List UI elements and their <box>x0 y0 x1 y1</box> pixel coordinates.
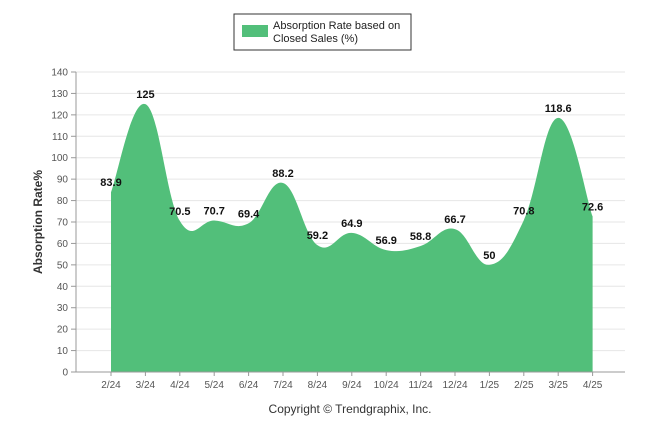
y-tick-label: 110 <box>52 132 68 143</box>
data-label: 125 <box>136 89 154 101</box>
y-tick-label: 90 <box>57 175 69 186</box>
x-tick-label: 1/25 <box>480 380 500 391</box>
y-tick-label: 120 <box>51 110 68 121</box>
legend-label-line-2: Closed Sales (%) <box>273 33 358 45</box>
data-labels: 83.9 125 70.5 70.7 69.4 88.2 59.2 64.9 56.9 58.8 6… <box>100 89 603 262</box>
x-tick-label: 10/24 <box>374 380 399 391</box>
x-tick-label: 4/24 <box>170 380 190 391</box>
y-tick-label: 80 <box>57 196 69 207</box>
series-area <box>111 103 593 373</box>
legend-swatch <box>242 25 268 37</box>
data-label: 64.9 <box>341 218 362 230</box>
y-tick-label: 60 <box>57 239 69 250</box>
data-label: 50 <box>483 250 495 262</box>
data-label: 118.6 <box>545 103 572 115</box>
x-tick-label: 2/24 <box>101 380 121 391</box>
y-tick-label: 10 <box>57 346 69 357</box>
data-label: 70.8 <box>513 205 534 217</box>
x-tick-label: 5/24 <box>204 380 224 391</box>
y-tick-label: 30 <box>57 303 69 314</box>
y-tick-label: 70 <box>57 218 69 229</box>
data-label: 72.6 <box>582 201 603 213</box>
x-tick-label: 3/25 <box>548 380 568 391</box>
y-tick-label: 100 <box>51 153 68 164</box>
data-label: 58.8 <box>410 231 431 243</box>
data-label: 88.2 <box>272 168 293 180</box>
data-label: 70.5 <box>169 206 190 218</box>
legend: Absorption Rate based on Closed Sales (%… <box>233 13 412 51</box>
x-tick-label: 2/25 <box>514 380 534 391</box>
copyright-text: Copyright © Trendgraphix, Inc. <box>269 402 432 416</box>
data-label: 70.7 <box>203 206 224 218</box>
x-tick-label: 9/24 <box>342 380 362 391</box>
x-tick-label: 6/24 <box>239 380 259 391</box>
x-tick-label: 11/24 <box>408 380 433 391</box>
y-tick-label: 40 <box>57 282 69 293</box>
y-axis-title: Absorption Rate% <box>31 170 45 274</box>
y-tick-label: 20 <box>57 325 69 336</box>
y-tick-label: 130 <box>51 89 68 100</box>
x-tick-label: 12/24 <box>442 380 467 391</box>
y-tick-label: 0 <box>62 368 68 379</box>
y-tick-label: 140 <box>51 68 68 79</box>
area-layer <box>111 103 593 373</box>
legend-label-line-1: Absorption Rate based on <box>273 20 400 32</box>
data-label: 59.2 <box>307 230 328 242</box>
y-axis-ticks: 0 10 20 30 40 50 60 70 80 90 100 110 120 130 140 <box>51 68 76 379</box>
x-tick-label: 7/24 <box>273 380 293 391</box>
data-label: 83.9 <box>100 177 121 189</box>
x-tick-label: 3/24 <box>136 380 156 391</box>
y-tick-label: 50 <box>57 260 69 271</box>
x-tick-label: 8/24 <box>308 380 328 391</box>
data-label: 56.9 <box>375 235 396 247</box>
x-axis-ticks: 2/24 3/24 4/24 5/24 6/24 7/24 8/24 9/24 10/24 11/… <box>101 372 603 391</box>
x-tick-label: 4/25 <box>583 380 603 391</box>
data-label: 69.4 <box>238 208 260 220</box>
data-label: 66.7 <box>444 214 465 226</box>
